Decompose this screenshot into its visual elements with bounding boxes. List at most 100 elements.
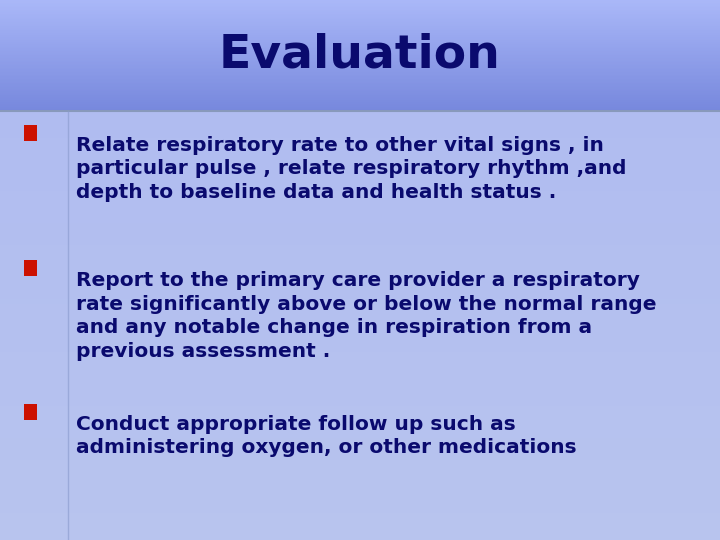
Bar — [0, 357, 720, 363]
Bar — [0, 116, 720, 122]
Bar — [0, 25, 720, 26]
Bar — [0, 395, 720, 401]
Bar — [0, 89, 720, 90]
Bar — [0, 66, 720, 68]
Bar — [0, 84, 720, 86]
Bar — [0, 14, 720, 15]
Bar — [0, 288, 720, 293]
Bar — [0, 5, 720, 7]
Bar — [0, 218, 720, 224]
Bar — [0, 336, 720, 341]
Bar — [0, 148, 720, 153]
Bar — [0, 39, 720, 40]
Bar — [0, 529, 720, 535]
Bar — [0, 0, 720, 2]
Bar — [0, 191, 720, 197]
Bar — [0, 470, 720, 476]
Bar — [0, 293, 720, 299]
Bar — [0, 341, 720, 347]
Bar — [0, 524, 720, 529]
Bar — [0, 50, 720, 51]
Bar — [0, 239, 720, 245]
Bar — [0, 255, 720, 261]
Bar — [0, 234, 720, 240]
Bar — [0, 79, 720, 80]
Text: Conduct appropriate follow up such as
administering oxygen, or other medications: Conduct appropriate follow up such as ad… — [76, 415, 576, 457]
Bar — [0, 11, 720, 12]
Bar — [0, 245, 720, 250]
Bar — [0, 454, 720, 460]
Bar — [0, 91, 720, 93]
Bar — [0, 401, 720, 406]
Bar — [0, 330, 720, 336]
Bar — [0, 59, 720, 61]
Bar — [0, 197, 720, 202]
Bar — [0, 93, 720, 94]
Bar — [0, 465, 720, 470]
Bar — [0, 65, 720, 66]
Bar — [0, 261, 720, 266]
Bar — [0, 43, 720, 44]
Bar — [0, 406, 720, 411]
Bar — [0, 46, 720, 47]
Bar — [0, 64, 720, 65]
Bar — [0, 97, 720, 98]
Bar — [0, 47, 720, 49]
Bar — [0, 36, 720, 37]
Bar — [0, 416, 720, 422]
Bar — [0, 12, 720, 14]
Bar — [0, 320, 720, 325]
Bar — [0, 29, 720, 30]
Bar — [0, 49, 720, 50]
Bar — [0, 2, 720, 3]
Bar — [0, 224, 720, 229]
Bar — [0, 411, 720, 416]
Bar — [0, 96, 720, 97]
Bar — [0, 28, 720, 29]
Bar — [0, 87, 720, 89]
Bar — [0, 143, 720, 148]
Bar — [0, 427, 720, 433]
Bar — [0, 282, 720, 288]
Bar — [0, 108, 720, 109]
Bar — [0, 502, 720, 508]
Bar — [0, 57, 720, 58]
Bar — [0, 44, 720, 46]
Bar — [0, 105, 720, 106]
Bar — [0, 22, 720, 24]
Bar — [0, 518, 720, 524]
Bar — [0, 272, 720, 277]
Bar — [0, 18, 720, 19]
Bar — [0, 202, 720, 207]
Bar — [0, 76, 720, 77]
Bar — [0, 40, 720, 42]
Bar — [0, 309, 720, 315]
Bar — [0, 325, 720, 330]
Bar — [0, 449, 720, 454]
Bar — [0, 175, 720, 180]
Text: Evaluation: Evaluation — [219, 33, 501, 78]
Bar — [0, 98, 720, 99]
Bar — [0, 122, 720, 127]
Bar — [0, 266, 720, 272]
Bar — [0, 422, 720, 427]
Bar — [0, 73, 720, 75]
Bar — [0, 127, 720, 132]
Bar — [0, 138, 720, 143]
Bar — [0, 374, 720, 379]
Bar — [0, 250, 720, 255]
Bar — [0, 315, 720, 320]
Bar — [0, 42, 720, 43]
Bar — [0, 487, 720, 492]
Bar — [0, 104, 720, 105]
Bar — [0, 481, 720, 487]
Bar — [0, 170, 720, 175]
Bar — [0, 69, 720, 71]
Bar — [0, 51, 720, 52]
Bar — [0, 180, 720, 186]
Bar — [0, 433, 720, 438]
Bar — [0, 52, 720, 54]
Text: Report to the primary care provider a respiratory
rate significantly above or be: Report to the primary care provider a re… — [76, 271, 656, 361]
Bar — [0, 513, 720, 518]
Bar — [0, 460, 720, 465]
